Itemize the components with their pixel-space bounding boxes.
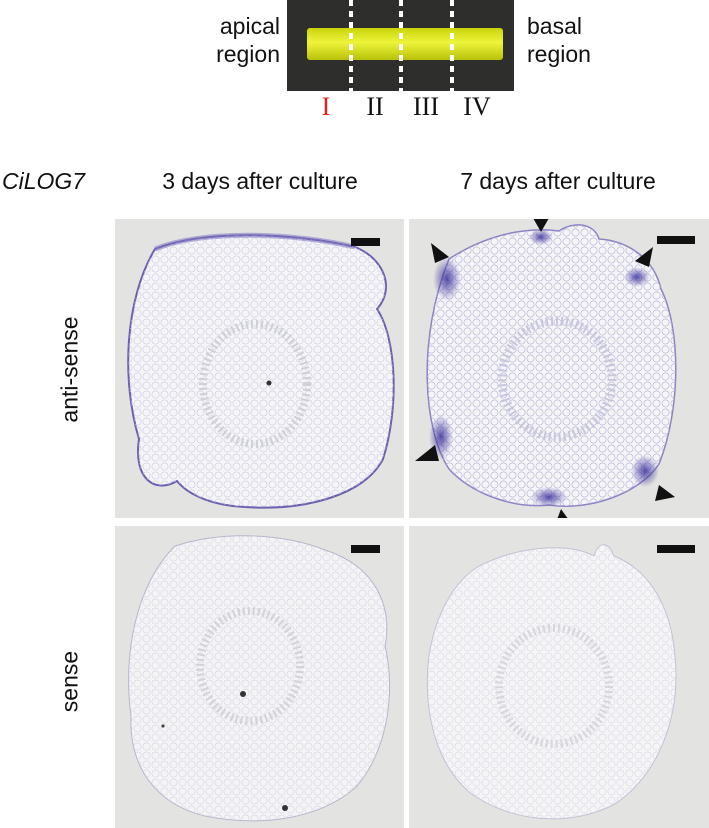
row-label-antisense-wrap: anti-sense	[20, 270, 120, 470]
scale-bar	[351, 238, 380, 246]
stain-spot	[624, 267, 650, 287]
basal-region-label: basal region	[527, 12, 607, 68]
section-label-IV: IV	[463, 92, 491, 121]
arrowhead-lower-left	[415, 445, 439, 461]
debris-dot	[282, 805, 288, 811]
debris-dot	[240, 691, 246, 697]
arrowhead-upper-left	[431, 243, 449, 263]
scale-bar	[657, 236, 695, 244]
apical-region-label: apical region	[205, 12, 280, 68]
row-label-sense: sense	[56, 650, 83, 713]
basal-label-line2: region	[527, 41, 591, 67]
panel-sense-7days	[409, 526, 709, 828]
stain-spot	[433, 257, 461, 301]
section-label-II: II	[366, 92, 384, 121]
gene-label: CiLOG7	[2, 168, 86, 194]
explant-tissue	[307, 28, 503, 60]
apical-label-line1: apical	[219, 13, 280, 39]
stain-spot	[531, 487, 567, 507]
debris-dot	[266, 380, 272, 386]
arrowhead-lower-right	[655, 485, 675, 501]
explant-photo	[287, 0, 514, 91]
section-label-I: I	[321, 92, 331, 121]
panel-antisense-3days	[115, 219, 404, 518]
scale-bar	[657, 545, 695, 553]
col-header-7-days: 7 days after culture	[460, 168, 656, 194]
explant-image	[287, 0, 514, 91]
panel-antisense-7days	[409, 219, 709, 518]
row-label-sense-wrap: sense	[20, 580, 120, 780]
debris-dot	[161, 724, 165, 728]
stain-spot	[529, 229, 553, 245]
row-label-antisense: anti-sense	[56, 316, 83, 423]
stain-spot	[631, 455, 659, 487]
arrowhead-top	[533, 219, 549, 232]
col-header-3-days: 3 days after culture	[162, 168, 358, 194]
arrowhead-bottom	[557, 509, 568, 518]
panel-sense-3days	[115, 526, 404, 828]
scale-bar	[351, 545, 380, 553]
arrowhead-upper-right	[635, 247, 653, 267]
section-label-III: III	[413, 92, 439, 121]
apical-label-line2: region	[216, 41, 280, 67]
basal-label-line1: basal	[527, 13, 582, 39]
